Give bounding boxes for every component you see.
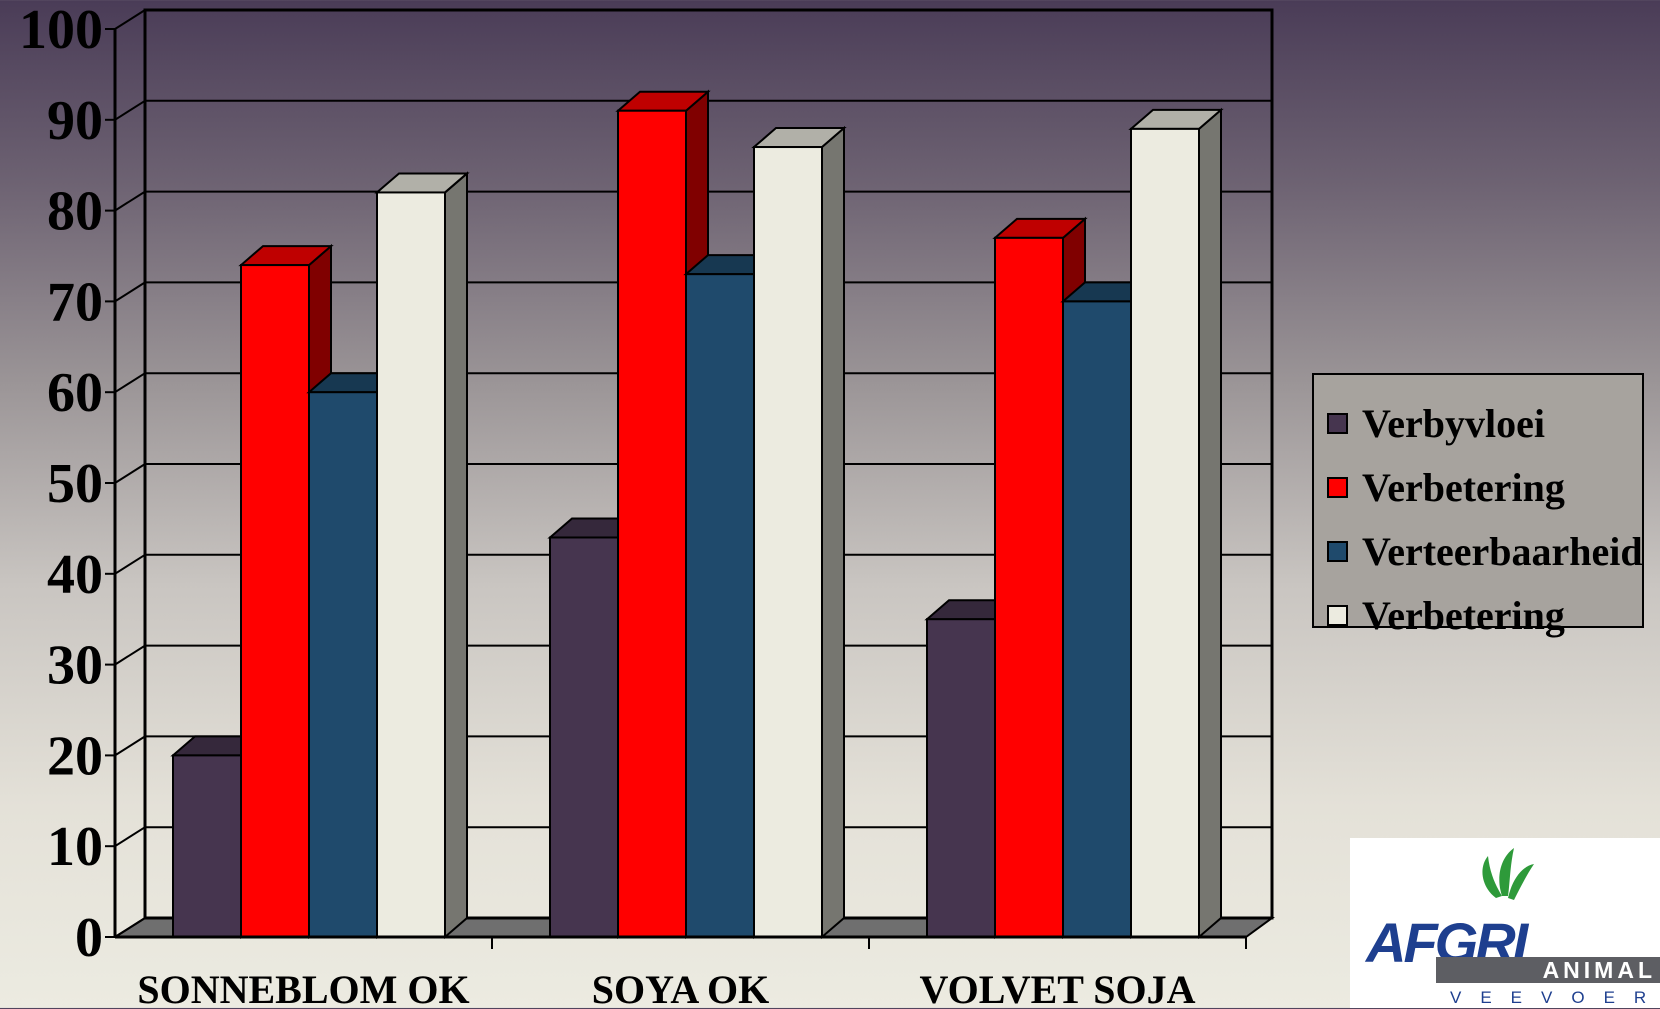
gridline-side — [114, 281, 146, 303]
leaf-icon — [1482, 848, 1534, 900]
gridline-side — [114, 644, 146, 666]
legend-item: Verbetering — [1314, 455, 1642, 519]
bar-front — [1062, 300, 1132, 938]
legend-swatch — [1327, 540, 1348, 562]
gridline-side — [114, 826, 146, 848]
legend-item: Verbyvloei — [1314, 391, 1642, 455]
legend-item: Verteerbaarheid — [1314, 519, 1643, 583]
bars — [170, 89, 1224, 940]
x-category-labels: SONNEBLOM OK SOYA OK VOLVET SOJA — [137, 967, 1195, 1008]
bar-front — [308, 391, 378, 938]
bar — [992, 216, 1088, 940]
legend-swatch — [1327, 604, 1348, 626]
axes — [113, 10, 1247, 949]
afgri-logo: AFGRI ANIMAL FEEDS VEEVOERE — [1350, 838, 1660, 1009]
legend-label: Verbetering — [1362, 464, 1565, 510]
bar — [751, 125, 847, 940]
bar-front — [376, 191, 446, 938]
y-tick-label: 80 — [47, 181, 103, 243]
legend: Verbyvloei Verbetering Verteerbaarheid V… — [1312, 373, 1644, 638]
logo-subtitle: VEEVOERE — [1450, 988, 1660, 1007]
legend-label: Verbetering — [1362, 592, 1565, 638]
legend-swatch — [1327, 412, 1348, 434]
bar-front — [994, 236, 1064, 938]
gridline-side — [114, 463, 146, 484]
logo-tagline: ANIMAL FEEDS — [1436, 957, 1660, 1009]
bar-front — [926, 618, 996, 938]
y-tick-label: 90 — [47, 90, 103, 152]
gridline-side — [114, 553, 146, 575]
legend-swatch — [1327, 476, 1348, 498]
y-tick-label: 60 — [47, 362, 103, 424]
bar-front — [1130, 127, 1200, 938]
y-tick-label: 40 — [47, 544, 103, 606]
bar — [1128, 107, 1224, 940]
bar-front — [753, 146, 823, 939]
x-category-label: SONNEBLOM OK — [137, 967, 469, 1008]
gridline-side — [114, 917, 146, 938]
y-tick-label: 50 — [47, 453, 103, 515]
bar — [374, 171, 470, 940]
gridline-side — [114, 735, 146, 757]
bar-front — [549, 536, 619, 938]
y-tick-label: 30 — [47, 635, 103, 697]
legend-item: Verbetering — [1314, 583, 1642, 647]
legend-label: Verteerbaarheid — [1362, 528, 1643, 574]
y-tick-label: 70 — [47, 271, 103, 333]
bar-front — [617, 109, 687, 939]
x-category-label: VOLVET SOJA — [920, 967, 1196, 1008]
bar-front — [685, 273, 755, 939]
y-tick-label: 10 — [47, 816, 103, 878]
bar-side — [821, 125, 845, 940]
y-tick-label: 100 — [19, 0, 103, 61]
y-tick-label: 0 — [75, 907, 103, 969]
x-category-label: SOYA OK — [592, 967, 769, 1008]
bar-front — [172, 754, 242, 939]
bar-side — [1198, 107, 1222, 940]
y-tick-label: 20 — [47, 725, 103, 787]
bar-front — [240, 264, 310, 938]
bar-side — [444, 171, 468, 940]
gridline-side — [114, 9, 146, 30]
legend-label: Verbyvloei — [1362, 400, 1545, 446]
gridline-side — [114, 190, 146, 212]
gridline-side — [114, 99, 146, 121]
y-tick-labels: 0 10 20 30 40 50 60 70 80 90 100 — [19, 0, 103, 969]
gridline-side — [114, 372, 146, 394]
